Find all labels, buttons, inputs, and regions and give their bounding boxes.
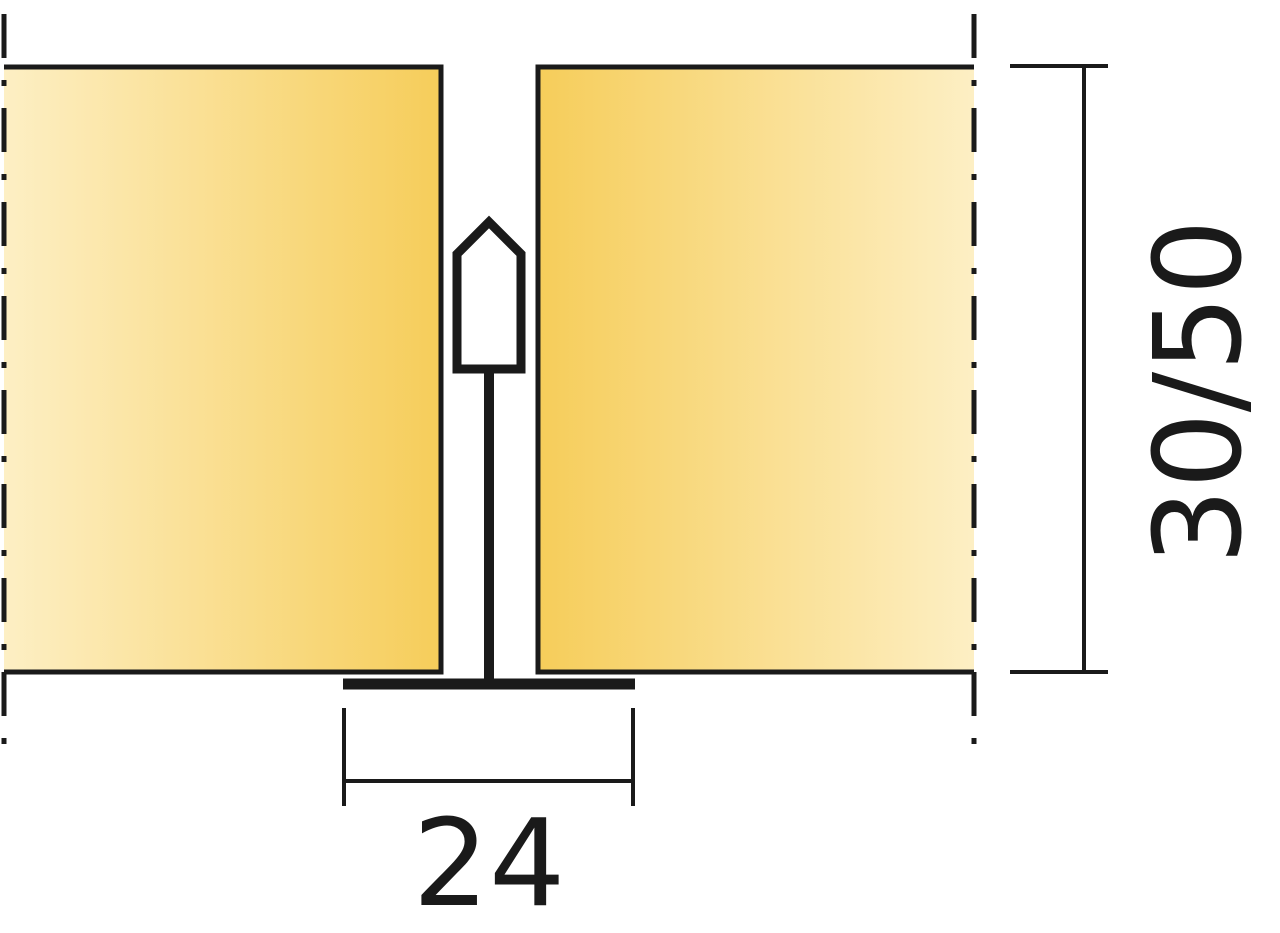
height-dimension — [1010, 64, 1108, 674]
t-profile — [343, 215, 635, 690]
left-ceiling-panel — [4, 64, 444, 675]
height-dimension-label: 30/50 — [1130, 219, 1269, 565]
t-profile-bulb — [452, 215, 526, 374]
width-dimension-label: 24 — [413, 795, 566, 933]
right-ceiling-panel — [535, 64, 974, 675]
width-dimension — [342, 708, 635, 806]
